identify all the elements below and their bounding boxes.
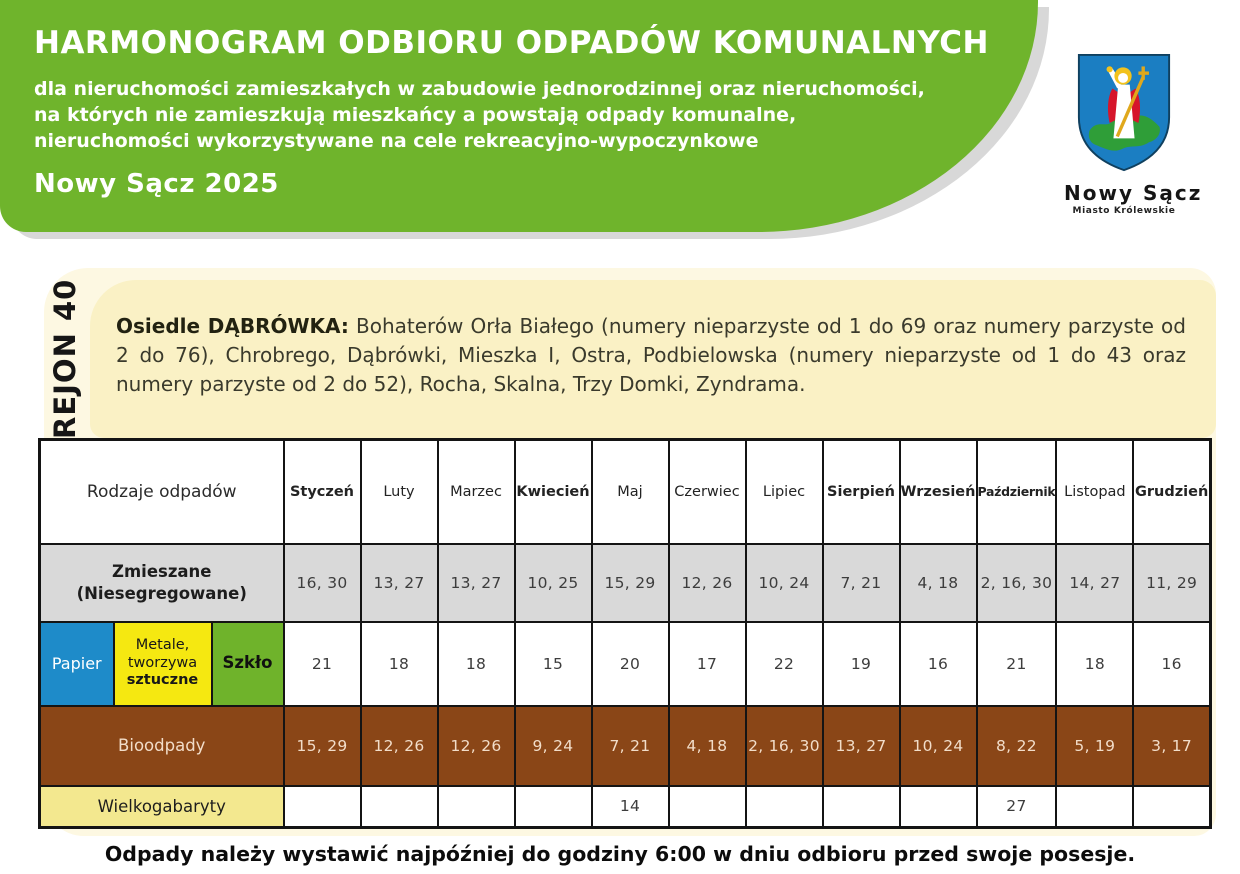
metale-label-regular: Metale, tworzywa [127, 636, 198, 671]
row-label-papier: Papier [38, 620, 115, 707]
schedule-cell-zmieszane: 10, 25 [513, 542, 593, 623]
schedule-cell-bioodpady: 7, 21 [590, 704, 670, 787]
header-subtitle-line-3: nieruchomości wykorzystywane na cele rek… [34, 129, 759, 152]
header-banner: HARMONOGRAM ODBIORU ODPADÓW KOMUNALNYCH … [0, 0, 1038, 232]
schedule-cell-wielkogabaryty [667, 784, 747, 829]
schedule-cell-bioodpady: 12, 26 [436, 704, 516, 787]
month-header: Maj [590, 438, 670, 545]
schedule-cell-zmieszane: 2, 16, 30 [975, 542, 1058, 623]
schedule-cell-segregowane: 22 [744, 620, 824, 707]
schedule-cell-bioodpady: 4, 18 [667, 704, 747, 787]
row-bioodpady: Bioodpady 15, 29 12, 26 12, 26 9, 24 7, 21 4, … [38, 704, 1212, 787]
schedule-cell-segregowane: 18 [1055, 620, 1135, 707]
month-header: Lipiec [744, 438, 824, 545]
schedule-cell-bioodpady: 10, 24 [898, 704, 978, 787]
schedule-cell-bioodpady: 8, 22 [975, 704, 1058, 787]
schedule-cell-zmieszane: 12, 26 [667, 542, 747, 623]
row-zmieszane: Zmieszane (Niesegregowane) 16, 30 13, 27 13… [38, 542, 1212, 623]
schedule-cell-zmieszane: 10, 24 [744, 542, 824, 623]
month-header: Styczeń [282, 438, 362, 545]
schedule-cell-zmieszane: 14, 27 [1055, 542, 1135, 623]
month-header: Listopad [1055, 438, 1135, 545]
month-header: Kwiecień [513, 438, 593, 545]
row-label-wielkogabaryty: Wielkogabaryty [38, 784, 285, 829]
header-subtitle-line-1: dla nieruchomości zamieszkałych w zabudo… [34, 77, 925, 100]
month-header: Marzec [436, 438, 516, 545]
row-label-zmieszane: Zmieszane (Niesegregowane) [38, 542, 285, 623]
schedule-cell-zmieszane: 16, 30 [282, 542, 362, 623]
schedule-cell-bioodpady: 13, 27 [821, 704, 901, 787]
city-logo: Nowy Sącz Miasto Królewskie [1064, 52, 1203, 216]
schedule-cell-bioodpady: 2, 16, 30 [744, 704, 824, 787]
schedule-cell-segregowane: 15 [513, 620, 593, 707]
row-segregowane: Papier Metale, tworzywa sztuczne Szkło 21 18… [38, 620, 1212, 707]
schedule-cell-wielkogabaryty [744, 784, 824, 829]
region-name: Osiedle DĄBRÓWKA: [116, 314, 349, 338]
schedule-cell-zmieszane: 15, 29 [590, 542, 670, 623]
schedule-cell-bioodpady: 5, 19 [1055, 704, 1135, 787]
schedule-cell-zmieszane: 13, 27 [436, 542, 516, 623]
schedule-cell-bioodpady: 3, 17 [1132, 704, 1212, 787]
schedule-cell-segregowane: 20 [590, 620, 670, 707]
schedule-cell-bioodpady: 12, 26 [359, 704, 439, 787]
month-header: Czerwiec [667, 438, 747, 545]
region-label: REJON 40 [48, 278, 82, 440]
footer-note: Odpady należy wystawić najpóźniej do god… [104, 842, 1136, 866]
logo-tagline: Miasto Królewskie [1072, 206, 1176, 216]
table-header-row: Rodzaje odpadów Styczeń Luty Marzec Kwiecień… [38, 438, 1212, 545]
logo-city-name: Nowy Sącz [1064, 181, 1203, 205]
schedule-cell-segregowane: 18 [359, 620, 439, 707]
schedule-cell-wielkogabaryty [359, 784, 439, 829]
schedule-cell-wielkogabaryty [821, 784, 901, 829]
schedule-cell-wielkogabaryty [1132, 784, 1212, 829]
month-header: Październik [975, 438, 1058, 545]
schedule-cell-segregowane: 21 [282, 620, 362, 707]
schedule-cell-zmieszane: 11, 29 [1132, 542, 1212, 623]
coat-of-arms-icon [1077, 53, 1171, 172]
month-header: Wrzesień [898, 438, 978, 545]
page-title: HARMONOGRAM ODBIORU ODPADÓW KOMUNALNYCH [34, 25, 989, 61]
schedule-cell-zmieszane: 7, 21 [821, 542, 901, 623]
schedule-cell-bioodpady: 15, 29 [282, 704, 362, 787]
header-subtitle-line-2: na których nie zamieszkują mieszkańcy a … [34, 103, 797, 126]
schedule-cell-segregowane: 21 [975, 620, 1058, 707]
schedule-table: Rodzaje odpadów Styczeń Luty Marzec Kwiecień… [38, 438, 1212, 829]
metale-label-bold: sztuczne [126, 672, 199, 689]
schedule-cell-wielkogabaryty [513, 784, 593, 829]
schedule-cell-wielkogabaryty [898, 784, 978, 829]
region-description: Osiedle DĄBRÓWKA: Bohaterów Orła Białego… [90, 280, 1216, 438]
schedule-cell-wielkogabaryty: 27 [975, 784, 1058, 829]
schedule-cell-wielkogabaryty: 14 [590, 784, 670, 829]
schedule-cell-segregowane: 19 [821, 620, 901, 707]
month-header: Grudzień [1132, 438, 1212, 545]
schedule-cell-wielkogabaryty [1055, 784, 1135, 829]
row-label-szklo: Szkło [210, 620, 285, 707]
schedule-cell-wielkogabaryty [436, 784, 516, 829]
row-label-bioodpady: Bioodpady [38, 704, 285, 787]
header-edition: Nowy Sącz 2025 [34, 168, 279, 199]
waste-types-header: Rodzaje odpadów [38, 438, 285, 545]
schedule-cell-segregowane: 16 [1132, 620, 1212, 707]
row-wielkogabaryty: Wielkogabaryty 14 27 [38, 784, 1212, 829]
month-header: Sierpień [821, 438, 901, 545]
schedule-cell-bioodpady: 9, 24 [513, 704, 593, 787]
row-label-metale: Metale, tworzywa sztuczne [112, 620, 213, 707]
schedule-cell-segregowane: 18 [436, 620, 516, 707]
schedule-cell-zmieszane: 4, 18 [898, 542, 978, 623]
schedule-cell-wielkogabaryty [282, 784, 362, 829]
schedule-cell-segregowane: 16 [898, 620, 978, 707]
schedule-cell-zmieszane: 13, 27 [359, 542, 439, 623]
month-header: Luty [359, 438, 439, 545]
schedule-cell-segregowane: 17 [667, 620, 747, 707]
region-streets: Bohaterów Orła Białego (numery nieparzys… [116, 314, 1186, 396]
